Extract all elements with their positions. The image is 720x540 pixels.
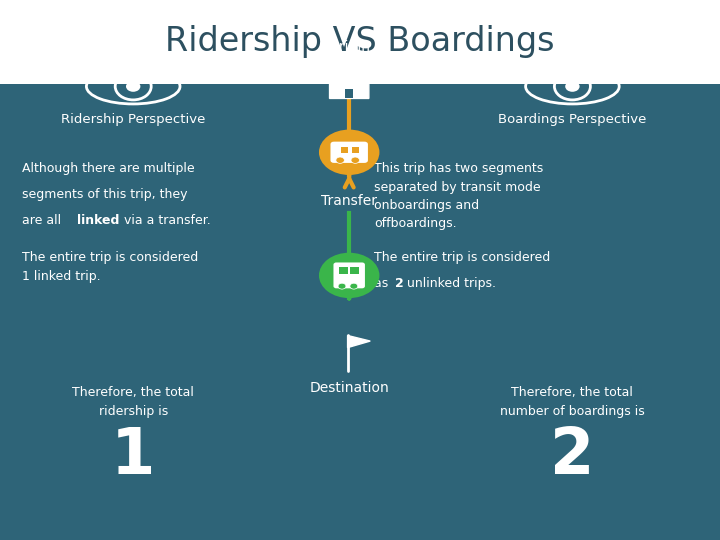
Text: segments of this trip, they: segments of this trip, they bbox=[22, 188, 187, 201]
FancyBboxPatch shape bbox=[350, 267, 359, 274]
Text: via a transfer.: via a transfer. bbox=[120, 214, 211, 227]
Text: Although there are multiple: Although there are multiple bbox=[22, 162, 194, 175]
Text: This trip has two segments
separated by transit mode
onboardings and
offboarding: This trip has two segments separated by … bbox=[374, 162, 544, 231]
Text: as: as bbox=[374, 277, 392, 290]
FancyBboxPatch shape bbox=[339, 267, 348, 274]
FancyBboxPatch shape bbox=[341, 147, 348, 153]
Text: Boardings Perspective: Boardings Perspective bbox=[498, 113, 647, 126]
Text: 2: 2 bbox=[395, 277, 404, 290]
Text: are all: are all bbox=[22, 214, 65, 227]
Text: Therefore, the total
number of boardings is: Therefore, the total number of boardings… bbox=[500, 386, 645, 417]
Circle shape bbox=[350, 283, 358, 289]
Text: Origin: Origin bbox=[328, 40, 370, 54]
FancyBboxPatch shape bbox=[345, 89, 354, 98]
Text: Transfer: Transfer bbox=[321, 194, 377, 208]
Text: Destination: Destination bbox=[310, 381, 389, 395]
Text: unlinked trips.: unlinked trips. bbox=[402, 277, 495, 290]
FancyBboxPatch shape bbox=[333, 262, 365, 288]
Circle shape bbox=[319, 253, 379, 298]
Circle shape bbox=[565, 81, 580, 92]
FancyBboxPatch shape bbox=[0, 0, 720, 84]
Circle shape bbox=[336, 157, 344, 164]
FancyBboxPatch shape bbox=[0, 84, 720, 540]
Text: Ridership VS Boardings: Ridership VS Boardings bbox=[166, 25, 554, 58]
Text: Ridership Perspective: Ridership Perspective bbox=[61, 113, 205, 126]
Polygon shape bbox=[330, 65, 369, 98]
FancyBboxPatch shape bbox=[330, 141, 368, 163]
Text: The entire trip is considered
1 linked trip.: The entire trip is considered 1 linked t… bbox=[22, 251, 198, 282]
Circle shape bbox=[126, 81, 140, 92]
Text: Therefore, the total
ridership is: Therefore, the total ridership is bbox=[72, 386, 194, 417]
Text: 2: 2 bbox=[550, 426, 595, 487]
FancyBboxPatch shape bbox=[351, 147, 359, 153]
Text: linked: linked bbox=[76, 214, 119, 227]
Polygon shape bbox=[348, 335, 370, 348]
Circle shape bbox=[338, 283, 346, 289]
Circle shape bbox=[319, 130, 379, 175]
Circle shape bbox=[351, 157, 359, 164]
Text: 1: 1 bbox=[111, 426, 156, 487]
Text: The entire trip is considered: The entire trip is considered bbox=[374, 251, 551, 264]
